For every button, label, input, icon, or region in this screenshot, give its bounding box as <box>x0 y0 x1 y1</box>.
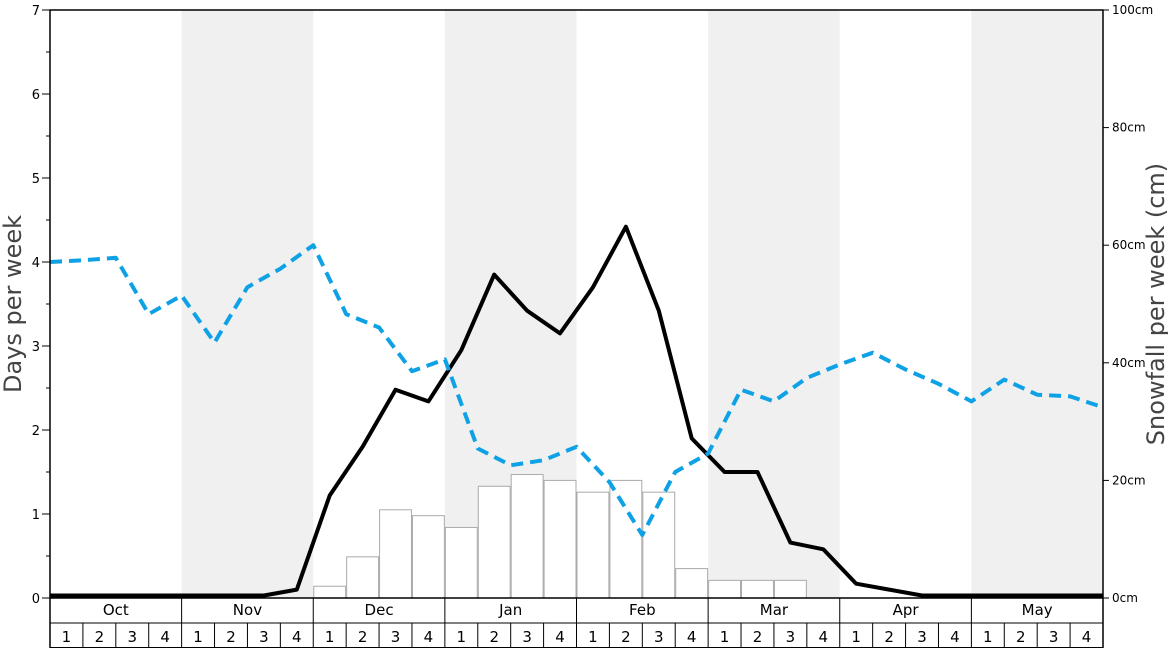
snow-days-line <box>50 224 1103 598</box>
snowfall-bar <box>379 509 412 599</box>
right-tick-label: 80cm <box>1112 121 1146 135</box>
week-label: 2 <box>489 628 499 646</box>
data-lines <box>49 224 1104 598</box>
left-tick-label: 5 <box>32 172 40 187</box>
week-label: 1 <box>851 628 861 646</box>
week-label: 3 <box>522 628 532 646</box>
left-axis-title: Days per week <box>0 215 27 393</box>
left-tick-label: 1 <box>32 508 40 523</box>
right-axis-title: Snowfall per week (cm) <box>1142 163 1168 445</box>
left-tick-label: 6 <box>32 88 40 103</box>
snowfall-bars <box>313 474 807 599</box>
snowfall-bar <box>346 556 380 599</box>
snowfall-bar <box>773 579 807 599</box>
snowfall-bar <box>576 491 610 599</box>
snowfall-bar <box>411 515 445 599</box>
snowfall-bar <box>313 585 347 599</box>
month-label-feb: Feb <box>629 601 656 619</box>
week-label: 4 <box>424 628 434 646</box>
week-label: 2 <box>621 628 631 646</box>
month-band-may <box>971 10 1103 598</box>
left-axis: 0 1 2 3 4 5 6 7 <box>32 4 50 607</box>
week-label: 4 <box>292 628 302 646</box>
snowfall-bar <box>609 479 643 599</box>
snowfall-bar <box>543 479 577 599</box>
week-label: 2 <box>1016 628 1026 646</box>
week-label: 3 <box>1049 628 1059 646</box>
week-label: 4 <box>819 628 829 646</box>
left-tick-label: 0 <box>32 592 40 607</box>
snowfall-bar <box>510 474 544 599</box>
week-label: 3 <box>127 628 137 646</box>
month-label-dec: Dec <box>365 601 394 619</box>
week-label: 2 <box>226 628 236 646</box>
right-tick-label: 60cm <box>1112 238 1146 252</box>
week-label: 1 <box>983 628 993 646</box>
week-label: 2 <box>884 628 894 646</box>
days-dashed-line <box>49 243 1104 537</box>
month-label-nov: Nov <box>233 601 262 619</box>
week-label: 1 <box>325 628 335 646</box>
right-tick-label: 20cm <box>1112 473 1146 487</box>
month-label-mar: Mar <box>760 601 789 619</box>
left-tick-label: 4 <box>32 256 40 271</box>
week-label: 1 <box>62 628 72 646</box>
week-label: 4 <box>160 628 170 646</box>
month-band-nov <box>181 10 314 598</box>
week-label: 1 <box>457 628 467 646</box>
snowfall-bar <box>675 568 709 599</box>
left-tick-label: 2 <box>32 424 40 439</box>
month-label-oct: Oct <box>103 601 129 619</box>
snowfall-bar <box>444 526 478 599</box>
left-tick-label: 3 <box>32 340 40 355</box>
month-band-mar <box>708 10 840 598</box>
right-axis: 0cm 20cm 40cm 60cm 80cm 100cm <box>1103 3 1153 605</box>
snowfall-bar <box>477 485 511 599</box>
week-label: 3 <box>259 628 269 646</box>
week-label: 3 <box>917 628 927 646</box>
week-label: 1 <box>720 628 730 646</box>
month-label-apr: Apr <box>893 601 920 619</box>
week-label: 2 <box>753 628 763 646</box>
week-label: 4 <box>950 628 960 646</box>
month-bands <box>181 10 1103 598</box>
right-tick-label: 0cm <box>1112 591 1138 605</box>
left-tick-label: 7 <box>32 4 40 19</box>
week-label: 4 <box>687 628 697 646</box>
week-label: 4 <box>1082 628 1092 646</box>
week-label: 3 <box>786 628 796 646</box>
month-label-may: May <box>1022 601 1053 619</box>
month-week-axis: Oct 1 2 3 4 Nov 1 2 3 4 Dec 1 2 3 4 Jan 1 2 3 4 Feb 1 2 3 4 Mar 1 2… <box>49 598 1104 648</box>
week-label: 2 <box>358 628 368 646</box>
snowfall-bar <box>741 579 774 599</box>
week-label: 3 <box>391 628 401 646</box>
week-label: 3 <box>654 628 664 646</box>
week-label: 2 <box>95 628 105 646</box>
week-label: 1 <box>193 628 203 646</box>
right-tick-label: 40cm <box>1112 356 1146 370</box>
snowfall-bar <box>708 579 742 599</box>
month-label-jan: Jan <box>498 601 522 619</box>
right-tick-label: 100cm <box>1112 3 1153 17</box>
snowfall-bar <box>642 491 676 599</box>
week-label: 1 <box>588 628 598 646</box>
week-label: 4 <box>555 628 565 646</box>
